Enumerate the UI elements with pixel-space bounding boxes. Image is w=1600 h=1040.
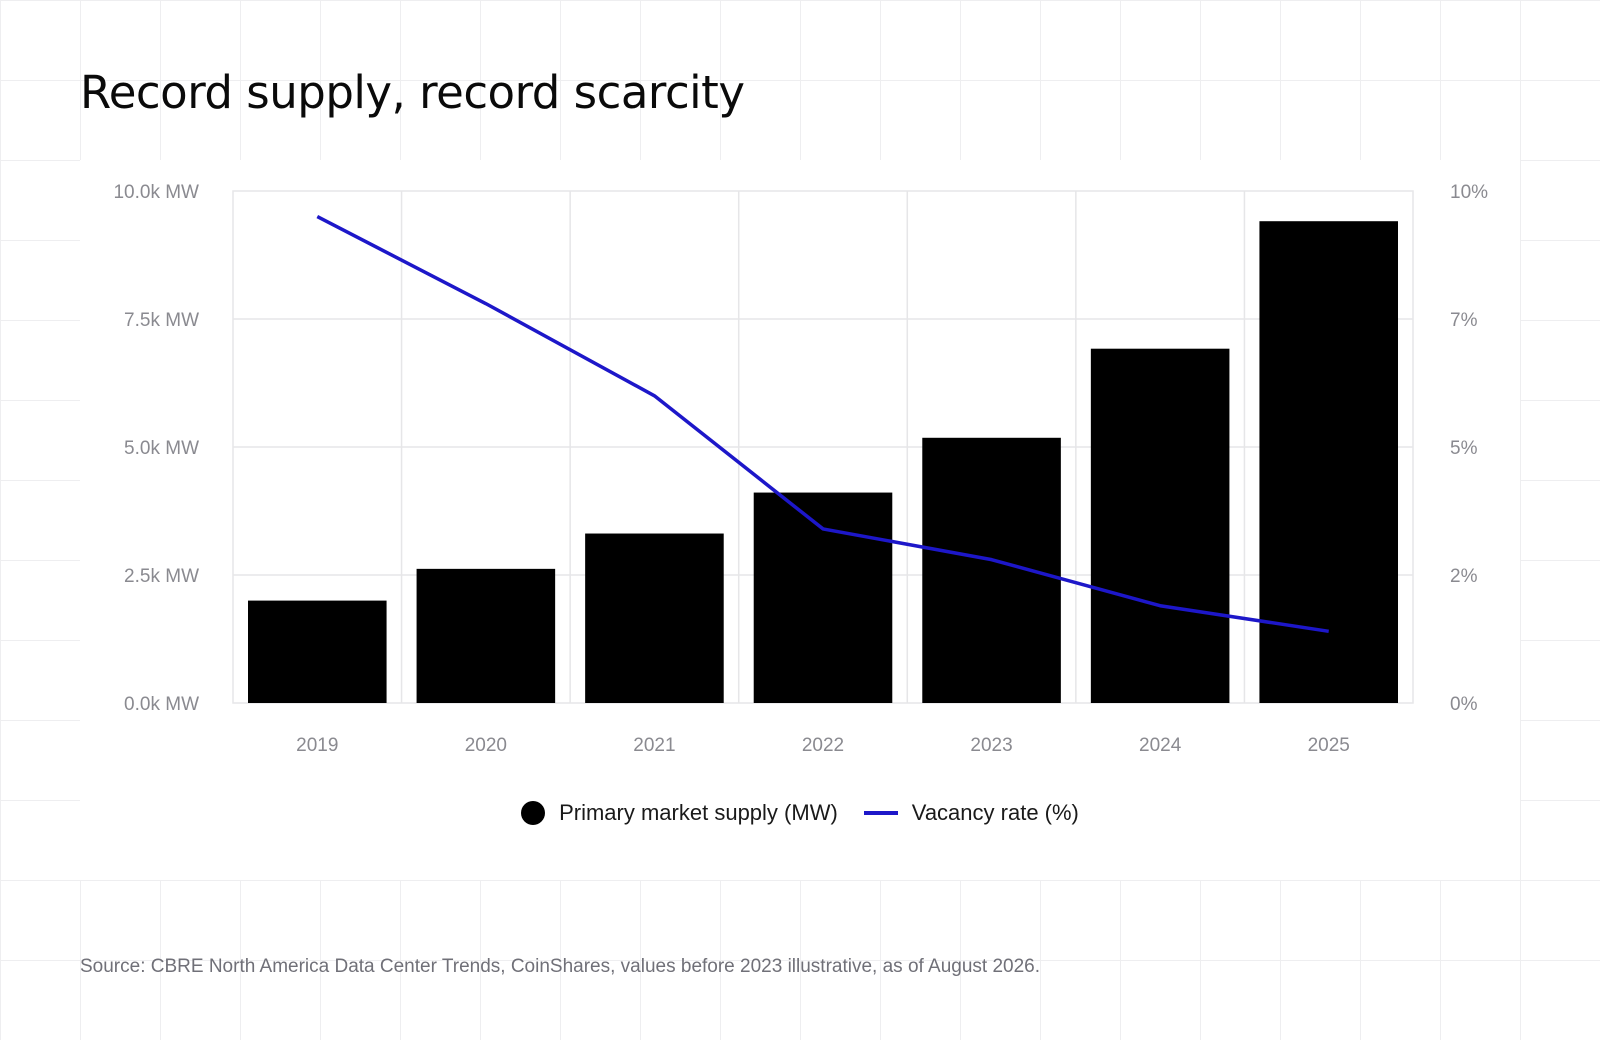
x-tick-label: 2025	[1308, 735, 1350, 756]
y-left-tick-label: 2.5k MW	[124, 566, 199, 587]
bar-2023	[922, 437, 1061, 703]
y-right-tick-label: 2%	[1450, 566, 1478, 587]
y-right-tick-label: 5%	[1450, 438, 1478, 459]
legend-label-vacancy: Vacancy rate (%)	[911, 800, 1079, 825]
bar-2022	[753, 492, 893, 703]
y-left-tick-label: 7.5k MW	[124, 310, 199, 331]
y-right-tick-label: 10%	[1450, 182, 1488, 203]
x-tick-label: 2021	[633, 735, 675, 756]
bar-2021	[585, 533, 724, 703]
legend-label-supply: Primary market supply (MW)	[559, 800, 838, 825]
x-tick-label: 2019	[296, 735, 338, 756]
chart-panel: 0.0k MW 2.5k MW 5.0k MW 7.5k MW 10.0k MW 0% 2%…	[80, 160, 1520, 880]
legend-dot-icon	[521, 801, 546, 825]
bar-2020	[416, 568, 556, 703]
bar-2024	[1090, 348, 1230, 703]
chart-title: Record supply, record scarcity	[80, 66, 745, 119]
legend-item-vacancy: Vacancy rate (%)	[863, 800, 1079, 826]
y-left-tick-label: 10.0k MW	[113, 182, 199, 203]
y-left-tick-label: 5.0k MW	[124, 438, 199, 459]
x-tick-label: 2020	[465, 735, 507, 756]
chart-legend: Primary market supply (MW) Vacancy rate …	[80, 800, 1520, 826]
y-left-tick-label: 0.0k MW	[124, 694, 199, 715]
x-tick-label: 2024	[1139, 735, 1182, 756]
y-right-tick-label: 7%	[1450, 310, 1478, 331]
source-note: Source: CBRE North America Data Center T…	[80, 956, 1041, 977]
x-tick-label: 2023	[970, 735, 1012, 756]
combo-chart: 0.0k MW 2.5k MW 5.0k MW 7.5k MW 10.0k MW 0% 2%…	[113, 182, 1488, 756]
legend-item-supply: Primary market supply (MW)	[521, 800, 838, 826]
legend-line-icon	[863, 811, 898, 815]
y-right-tick-label: 0%	[1450, 694, 1478, 715]
bar-2019	[248, 600, 387, 703]
x-tick-label: 2022	[802, 735, 844, 756]
